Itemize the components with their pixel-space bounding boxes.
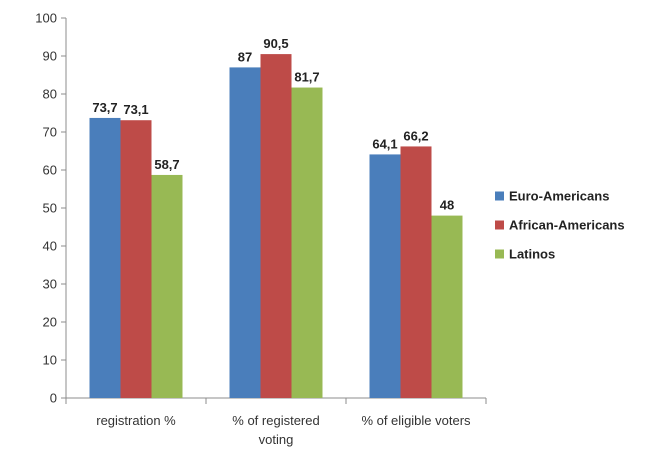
legend-swatch — [495, 191, 504, 201]
data-label: 58,7 — [154, 157, 179, 172]
y-tick-label: 10 — [43, 353, 57, 368]
y-tick-label: 40 — [43, 239, 57, 254]
y-axis: 0 10 20 30 40 50 60 70 80 90 100 — [35, 11, 67, 406]
data-label: 73,7 — [92, 100, 117, 115]
legend-label: Latinos — [509, 247, 555, 262]
bar-latinos — [431, 215, 463, 398]
data-label: 81,7 — [294, 70, 319, 85]
bar-african-americans — [260, 54, 292, 398]
x-axis: registration %% of registered voting% of … — [65, 397, 487, 447]
data-label: 66,2 — [403, 128, 428, 143]
bar-euro-americans — [89, 117, 121, 398]
y-tick-label: 30 — [43, 277, 57, 292]
bar-euro-americans — [229, 67, 261, 399]
x-category-label: % of registered voting — [232, 413, 319, 447]
data-label: 87 — [238, 49, 252, 64]
y-tick-label: 90 — [43, 49, 57, 64]
bar-african-americans — [120, 120, 152, 398]
y-tick-label: 70 — [43, 125, 57, 140]
bar-latinos — [151, 174, 183, 398]
data-label: 73,1 — [123, 102, 148, 117]
x-category-label: % of eligible voters — [361, 413, 471, 428]
y-tick-label: 50 — [43, 201, 57, 216]
x-category-label-line: registration % — [96, 413, 176, 428]
data-label: 90,5 — [263, 36, 288, 51]
y-tick-label: 80 — [43, 87, 57, 102]
x-category-label-line: voting — [259, 432, 294, 447]
y-tick-label: 60 — [43, 163, 57, 178]
legend-label: Euro-Americans — [509, 189, 609, 204]
bar-african-americans — [400, 146, 432, 398]
legend-swatch — [495, 249, 504, 259]
x-category-label: registration % — [96, 413, 176, 428]
data-label: 48 — [440, 198, 454, 213]
x-category-label-line: % of registered — [232, 413, 319, 428]
y-tick-label: 0 — [50, 391, 57, 406]
legend: Euro-Americans African-Americans Latinos — [495, 189, 625, 262]
legend-label: African-Americans — [509, 218, 625, 233]
x-category-label-line: % of eligible voters — [361, 413, 471, 428]
bar-latinos — [291, 87, 323, 398]
bars — [89, 54, 463, 399]
data-label: 64,1 — [372, 136, 397, 151]
data-labels: 73,7 73,1 58,7 87 90,5 81,7 64,1 66,2 48 — [92, 36, 454, 213]
y-tick-label: 100 — [35, 11, 57, 26]
bar-euro-americans — [369, 154, 401, 398]
y-tick-label: 20 — [43, 315, 57, 330]
legend-swatch — [495, 220, 504, 230]
